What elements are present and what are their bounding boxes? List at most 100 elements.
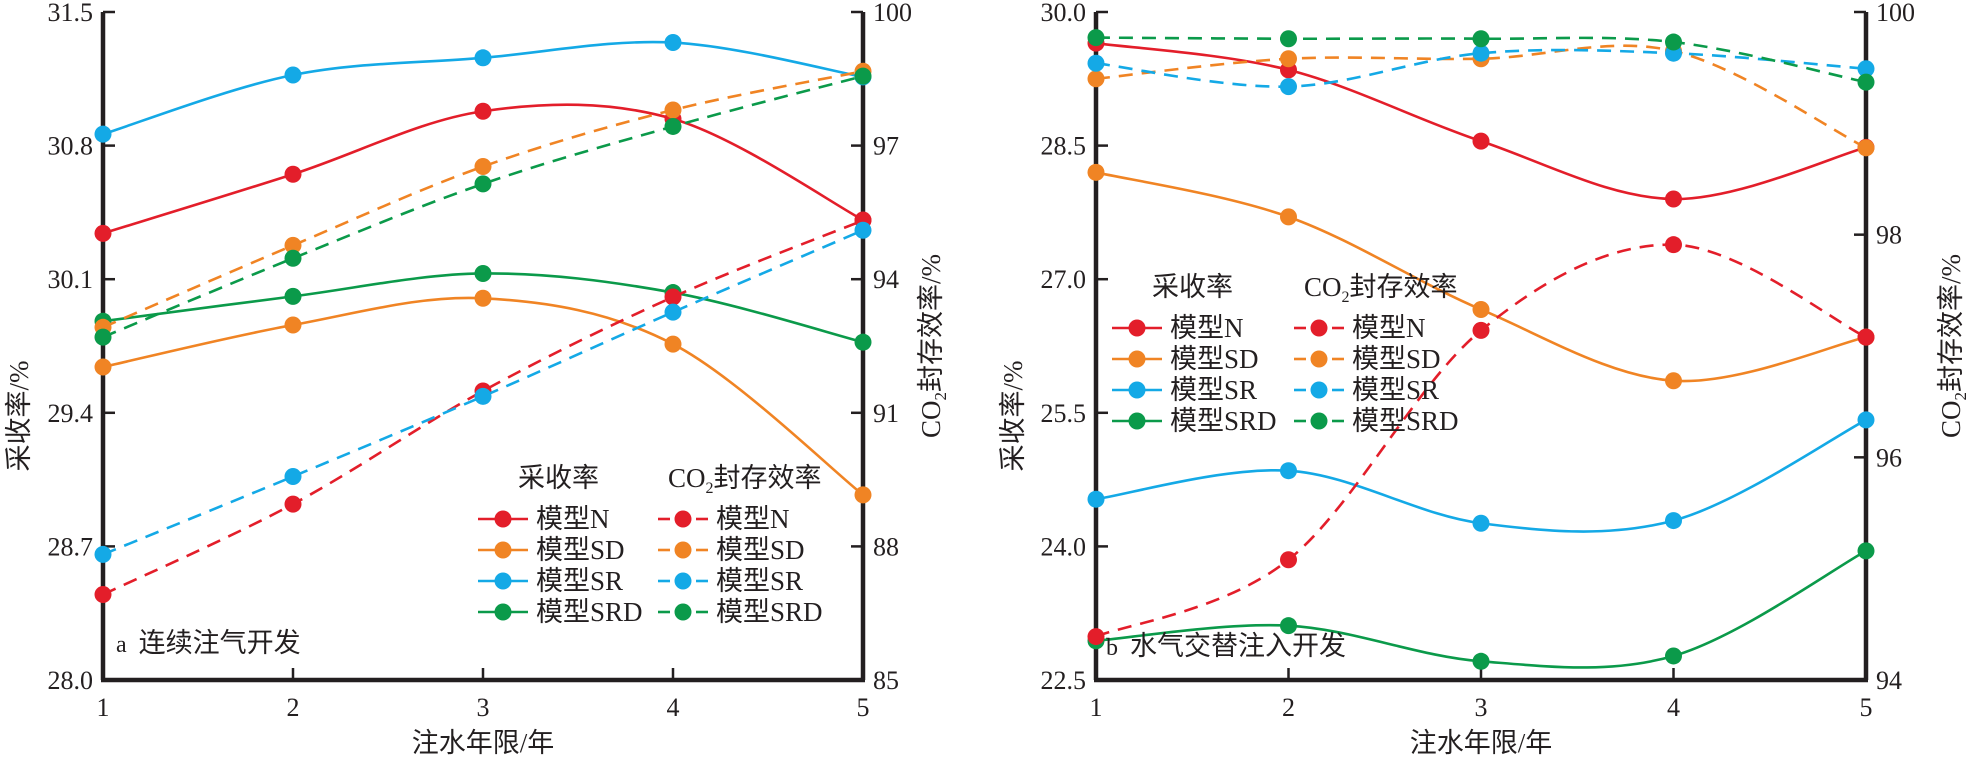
panel-title: 连续注气开发: [139, 628, 301, 658]
legend-header-co2-sub: 2: [1342, 289, 1350, 306]
data-point: [1280, 617, 1297, 635]
data-point: [474, 158, 492, 176]
legend: 采收率 CO2封存效率模型N模型SD模型SR模型SRD模型N模型SD模型SR模型S…: [1112, 272, 1459, 436]
legend-label: 模型N: [1352, 313, 1426, 343]
data-point: [284, 236, 302, 254]
y-tick-label-right: 100: [873, 0, 912, 27]
x-tick-label: 5: [857, 693, 870, 722]
legend-marker: [674, 541, 692, 559]
data-point: [1665, 647, 1682, 665]
series-group: [1087, 29, 1875, 670]
y-tick-label-right: 98: [1876, 221, 1902, 250]
data-point: [284, 165, 302, 183]
legend-item: 模型SD: [1294, 344, 1441, 374]
data-point: [474, 387, 492, 405]
legend-item: 模型SR: [478, 566, 623, 596]
data-point: [664, 335, 682, 353]
legend-label: 模型SR: [536, 566, 623, 596]
legend-header-co2-suffix: 封存效率: [714, 463, 822, 493]
legend-item: 模型SR: [1112, 375, 1257, 405]
legend-item: 模型SR: [658, 566, 803, 596]
data-point: [1280, 50, 1297, 68]
data-point: [664, 34, 682, 52]
y-axis-title-right: CO2封存效率/%: [916, 254, 950, 438]
data-point: [1472, 514, 1490, 532]
data-point: [1472, 30, 1490, 48]
legend-item: 模型SRD: [658, 597, 823, 627]
data-point: [1087, 628, 1105, 646]
legend: 采收率 CO2封存效率模型N模型SD模型SR模型SRD模型N模型SD模型SR模型S…: [478, 463, 823, 627]
series-recovery-模型SR: [94, 34, 872, 143]
x-tick-label: 1: [1090, 693, 1103, 722]
series-line: [1095, 48, 1867, 88]
data-point: [94, 545, 112, 563]
legend-marker: [494, 510, 512, 528]
data-point: [284, 495, 302, 513]
panel-letter: b: [1106, 635, 1118, 661]
data-point: [664, 117, 682, 135]
y-tick-label-right: 96: [1876, 443, 1902, 472]
data-point: [1857, 328, 1875, 346]
legend-label: 模型SRD: [1352, 406, 1459, 436]
data-point: [1087, 54, 1105, 72]
x-tick-label: 4: [667, 693, 680, 722]
y-tick-label-left: 31.5: [48, 0, 94, 27]
data-point: [1280, 78, 1297, 96]
y-tick-label-right: 85: [873, 666, 899, 695]
data-point: [664, 101, 682, 119]
x-axis-title: 注水年限/年: [1410, 728, 1553, 758]
data-point: [284, 287, 302, 305]
y-tick-label-right: 97: [873, 132, 899, 161]
series-co2-模型N: [1087, 236, 1875, 646]
panel-title: 水气交替注入开发: [1130, 631, 1346, 661]
data-point: [94, 585, 112, 603]
y-tick-label-left: 30.8: [48, 132, 94, 161]
series-co2-模型SRD: [1087, 29, 1875, 91]
legend-marker: [1128, 350, 1146, 368]
x-tick-label: 2: [1282, 693, 1295, 722]
axes: 1 2 3 4 5 28.0 28.7 29.4 30.1 30.8 31.5 85 88 91 94 97 1…: [4, 0, 950, 758]
y-tick-label-left: 28.0: [48, 666, 94, 695]
y-tick-label-right: 94: [873, 265, 899, 294]
data-point: [284, 249, 302, 267]
data-point: [1472, 321, 1490, 339]
data-point: [1665, 33, 1682, 51]
data-point: [1280, 30, 1297, 48]
legend-header-co2-prefix: CO: [668, 463, 706, 493]
series-recovery-模型SD: [94, 289, 872, 504]
legend-item: 模型N: [478, 504, 610, 534]
legend-marker: [1128, 319, 1146, 337]
legend-label: 模型SRD: [1170, 406, 1277, 436]
series-line: [1095, 44, 1867, 149]
series-line: [102, 272, 864, 344]
y-axis-title-right-prefix: CO: [916, 400, 946, 438]
y-axis-title-right: CO2封存效率/%: [1936, 254, 1967, 438]
legend-label: 模型SD: [1352, 344, 1441, 374]
y-tick-label-left: 27.0: [1041, 265, 1087, 294]
y-axis-title-right-suffix: 封存效率/%: [916, 254, 946, 392]
y-axis-title-left: 采收率/%: [4, 361, 34, 472]
data-point: [1857, 542, 1875, 560]
y-tick-label-left: 30.0: [1041, 0, 1087, 27]
legend-marker: [494, 572, 512, 590]
legend-item: 模型SD: [478, 535, 625, 565]
data-point: [94, 224, 112, 242]
data-point: [1857, 60, 1875, 78]
data-point: [854, 67, 872, 85]
legend-header-co2: CO2封存效率: [668, 463, 822, 497]
series-co2-模型SR: [94, 221, 872, 563]
y-tick-label-left: 24.0: [1041, 532, 1087, 561]
data-point: [664, 288, 682, 306]
legend-label: 模型SR: [716, 566, 803, 596]
data-point: [1472, 44, 1490, 62]
y-tick-label-left: 25.5: [1041, 399, 1087, 428]
data-point: [1280, 208, 1297, 226]
legend-label: 模型SD: [536, 535, 625, 565]
y-tick-label-right: 88: [873, 532, 899, 561]
legend-marker: [1310, 350, 1328, 368]
y-tick-label-left: 29.4: [48, 399, 94, 428]
data-point: [1472, 132, 1490, 150]
legend-marker: [1310, 319, 1328, 337]
x-tick-label: 5: [1860, 693, 1873, 722]
